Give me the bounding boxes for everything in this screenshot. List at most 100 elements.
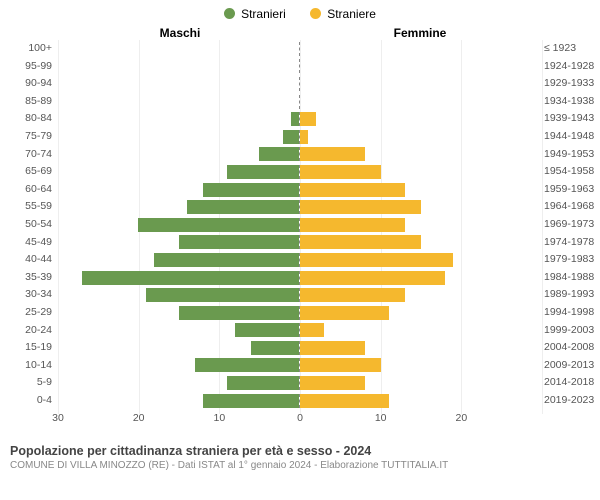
age-label: 45-49 bbox=[4, 236, 52, 248]
age-label: 50-54 bbox=[4, 218, 52, 230]
bar-pair bbox=[58, 235, 542, 249]
birth-year-label: 1989-1993 bbox=[544, 288, 596, 300]
bar-wrap-male bbox=[58, 112, 300, 126]
pyramid-row bbox=[58, 234, 542, 252]
pyramid-row bbox=[58, 58, 542, 76]
birth-year-label: 1959-1963 bbox=[544, 183, 596, 195]
bar-wrap-female bbox=[300, 394, 542, 408]
grid-line bbox=[542, 40, 543, 414]
birth-year-label: 1979-1983 bbox=[544, 253, 596, 265]
x-axis-left: 3020100 bbox=[58, 410, 300, 436]
pyramid-row bbox=[58, 251, 542, 269]
bar-female bbox=[300, 376, 365, 390]
bar-wrap-female bbox=[300, 112, 542, 126]
bar-wrap-female bbox=[300, 288, 542, 302]
x-axis-right: 10 20 bbox=[300, 410, 542, 436]
age-label: 70-74 bbox=[4, 148, 52, 160]
x-tick: 10 bbox=[375, 412, 387, 424]
pyramid-row bbox=[58, 304, 542, 322]
bar-pair bbox=[58, 59, 542, 73]
bar-wrap-female bbox=[300, 59, 542, 73]
bar-female bbox=[300, 288, 405, 302]
legend-label-female: Straniere bbox=[327, 7, 376, 21]
bar-female bbox=[300, 183, 405, 197]
bar-wrap-female bbox=[300, 165, 542, 179]
bar-male bbox=[259, 147, 299, 161]
bar-wrap-male bbox=[58, 218, 300, 232]
legend-item-female: Straniere bbox=[310, 7, 376, 21]
birth-year-label: 2019-2023 bbox=[544, 394, 596, 406]
age-label: 40-44 bbox=[4, 253, 52, 265]
pyramid-row bbox=[58, 339, 542, 357]
bar-wrap-female bbox=[300, 323, 542, 337]
bar-wrap-male bbox=[58, 183, 300, 197]
birth-year-label: 1944-1948 bbox=[544, 130, 596, 142]
column-headers: Maschi Femmine bbox=[0, 26, 600, 40]
bar-wrap-male bbox=[58, 59, 300, 73]
bar-wrap-female bbox=[300, 95, 542, 109]
bar-female bbox=[300, 306, 389, 320]
birth-year-label: 2014-2018 bbox=[544, 376, 596, 388]
bar-pair bbox=[58, 42, 542, 56]
bar-pair bbox=[58, 130, 542, 144]
header-female: Femmine bbox=[300, 26, 540, 40]
chart-legend: Stranieri Straniere bbox=[0, 0, 600, 26]
bar-pair bbox=[58, 183, 542, 197]
pyramid-row bbox=[58, 198, 542, 216]
bar-wrap-male bbox=[58, 323, 300, 337]
bar-male bbox=[195, 358, 299, 372]
bar-female bbox=[300, 341, 365, 355]
pyramid-row bbox=[58, 110, 542, 128]
pyramid-row bbox=[58, 216, 542, 234]
birth-year-label: ≤ 1923 bbox=[544, 42, 596, 54]
x-tick: 20 bbox=[455, 412, 467, 424]
bar-female bbox=[300, 323, 324, 337]
pyramid-row bbox=[58, 357, 542, 375]
bar-female bbox=[300, 253, 453, 267]
bar-pair bbox=[58, 394, 542, 408]
bar-pair bbox=[58, 253, 542, 267]
bar-female bbox=[300, 218, 405, 232]
bar-wrap-female bbox=[300, 235, 542, 249]
bar-wrap-female bbox=[300, 358, 542, 372]
bar-male bbox=[187, 200, 299, 214]
bar-wrap-female bbox=[300, 42, 542, 56]
pyramid-row bbox=[58, 93, 542, 111]
bar-pair bbox=[58, 306, 542, 320]
chart-footer: Popolazione per cittadinanza straniera p… bbox=[0, 440, 600, 471]
age-label: 55-59 bbox=[4, 200, 52, 212]
age-label: 30-34 bbox=[4, 288, 52, 300]
bar-female bbox=[300, 130, 308, 144]
birth-year-label: 1994-1998 bbox=[544, 306, 596, 318]
pyramid-row bbox=[58, 374, 542, 392]
bar-wrap-male bbox=[58, 288, 300, 302]
age-label: 15-19 bbox=[4, 341, 52, 353]
bar-pair bbox=[58, 147, 542, 161]
age-label: 95-99 bbox=[4, 60, 52, 72]
bar-male bbox=[203, 183, 299, 197]
birth-year-label: 1974-1978 bbox=[544, 236, 596, 248]
bar-male bbox=[179, 306, 300, 320]
pyramid-row bbox=[58, 286, 542, 304]
bar-wrap-male bbox=[58, 147, 300, 161]
bar-wrap-male bbox=[58, 165, 300, 179]
bar-wrap-male bbox=[58, 376, 300, 390]
pyramid-row bbox=[58, 146, 542, 164]
bar-male bbox=[291, 112, 299, 126]
bar-female bbox=[300, 394, 389, 408]
bar-wrap-female bbox=[300, 183, 542, 197]
x-axis: 3020100 10 20 bbox=[58, 410, 542, 436]
bar-female bbox=[300, 271, 445, 285]
age-label: 100+ bbox=[4, 42, 52, 54]
x-tick: 20 bbox=[133, 412, 145, 424]
legend-label-male: Stranieri bbox=[241, 7, 286, 21]
age-label: 0-4 bbox=[4, 394, 52, 406]
pyramid-row bbox=[58, 269, 542, 287]
birth-year-label: 1964-1968 bbox=[544, 200, 596, 212]
pyramid-row bbox=[58, 392, 542, 410]
pyramid-row bbox=[58, 181, 542, 199]
bar-wrap-male bbox=[58, 306, 300, 320]
pyramid-row bbox=[58, 128, 542, 146]
legend-swatch-male bbox=[224, 8, 235, 19]
pyramid-chart: Fasce di età Anni di nascita 3020100 102… bbox=[0, 40, 600, 440]
